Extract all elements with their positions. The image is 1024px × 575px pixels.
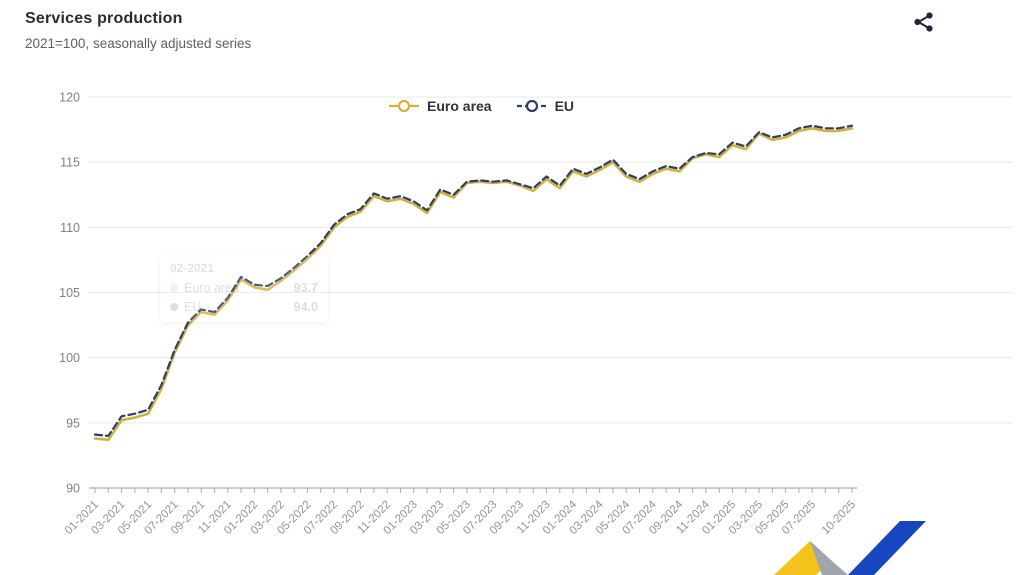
chart-subtitle: 2021=100, seasonally adjusted series	[25, 36, 252, 51]
eu-marker-icon	[516, 99, 547, 113]
chart-legend: Euro area EU	[388, 98, 574, 114]
legend-label-eu: EU	[554, 98, 575, 114]
svg-text:100: 100	[59, 351, 80, 365]
svg-text:110: 110	[60, 221, 80, 235]
svg-text:95: 95	[66, 416, 80, 430]
svg-text:115: 115	[60, 156, 80, 170]
euro-area-marker-icon	[389, 99, 419, 113]
legend-item-euro-area[interactable]: Euro area	[388, 98, 492, 114]
eurostat-ribbon-logo	[774, 521, 926, 575]
svg-text:90: 90	[66, 482, 80, 496]
chart-header: Services production 2021=100, seasonally…	[25, 10, 251, 51]
legend-label-euro-area: Euro area	[427, 98, 492, 114]
page-title: Services production	[25, 10, 183, 27]
share-nodes-icon	[914, 12, 933, 32]
svg-text:120: 120	[59, 91, 80, 105]
legend-item-eu[interactable]: EU	[516, 98, 574, 114]
svg-text:105: 105	[59, 286, 80, 300]
share-button[interactable]	[910, 8, 938, 39]
